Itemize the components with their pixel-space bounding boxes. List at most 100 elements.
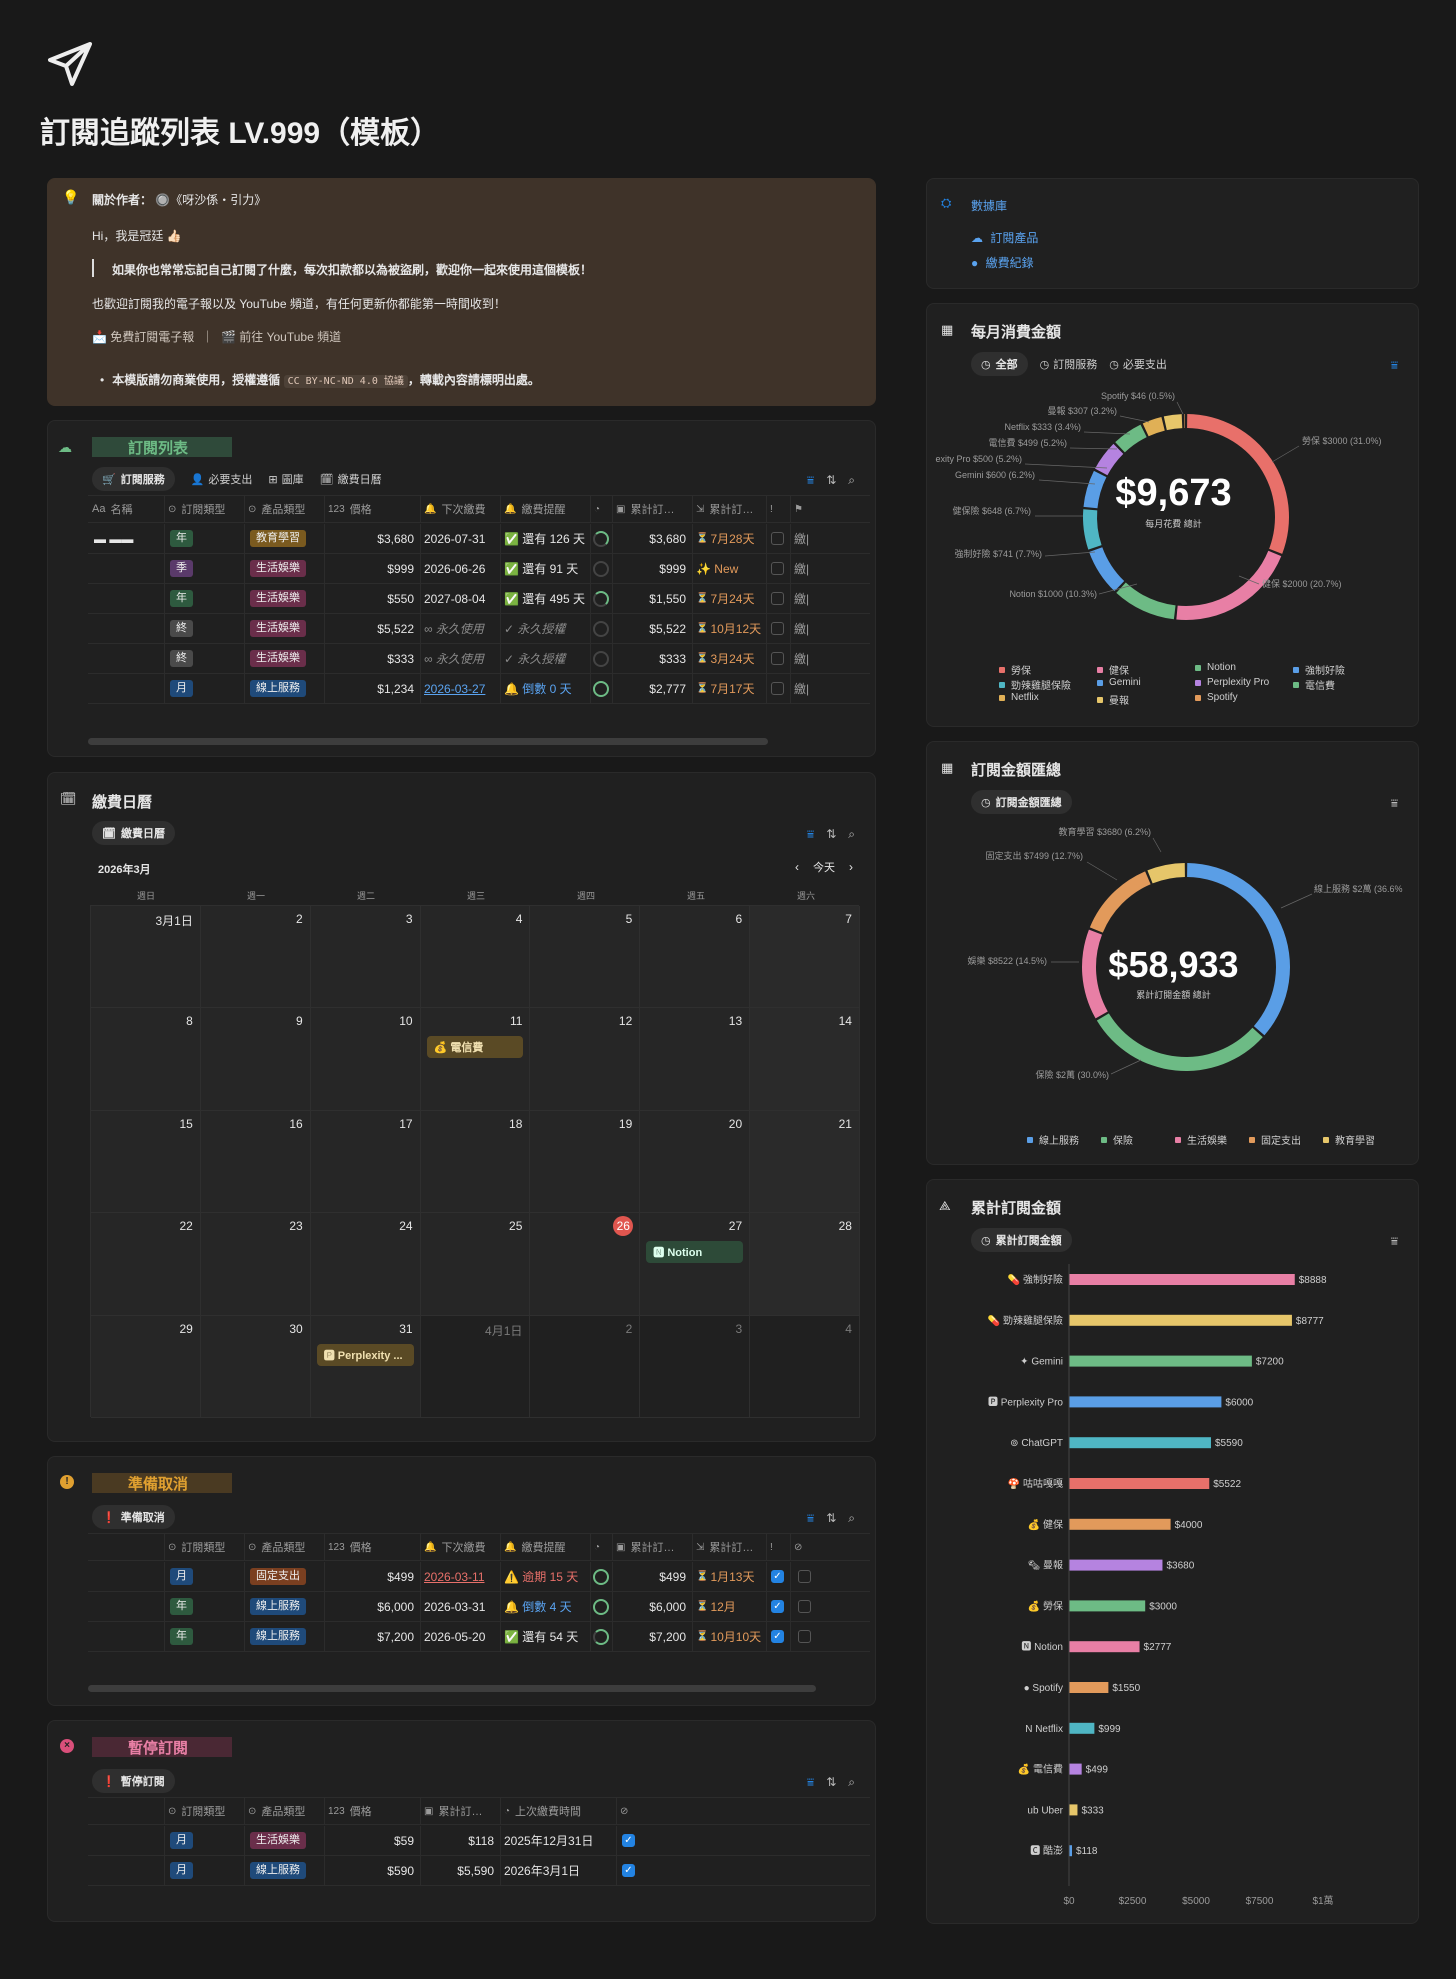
table-row[interactable]: 終 生活娛樂 $333 ∞ 永久使用 ✓ 永久授權 $333 ⏳ 3月24天 繳| <box>88 644 870 674</box>
column-header[interactable]: ⇲ 累計訂… <box>696 1541 754 1555</box>
column-header[interactable]: Aa 名稱 <box>92 503 133 516</box>
column-header[interactable]: 123 價格 <box>328 503 372 517</box>
column-header[interactable]: ⊘ <box>620 1805 629 1817</box>
tab-subscription[interactable]: ◷ 訂閱服務 <box>1039 358 1098 372</box>
calendar-day[interactable]: 24 <box>310 1213 421 1316</box>
checkbox-checked[interactable]: ✓ <box>771 1570 784 1583</box>
legend-item[interactable]: Gemini <box>1097 677 1141 688</box>
column-header[interactable]: 🔔 下次繳費 <box>424 503 486 517</box>
legend-item[interactable]: 固定支出 <box>1249 1132 1301 1147</box>
filter-icon[interactable]: ⩸ <box>1390 796 1398 810</box>
legend-item[interactable]: 教育學習 <box>1323 1132 1375 1147</box>
checkbox[interactable] <box>798 1600 811 1613</box>
calendar-day[interactable]: 2 <box>530 1315 641 1418</box>
database-link-payments[interactable]: 繳費紀錄 <box>985 256 1034 270</box>
calendar-day[interactable]: 22 <box>91 1213 201 1316</box>
newsletter-link[interactable]: 📩 免費訂閱電子報 <box>92 330 195 344</box>
column-header[interactable]: ⊙ 產品類型 <box>248 1805 306 1819</box>
legend-item[interactable]: Netflix <box>999 692 1039 703</box>
column-header[interactable]: 123 價格 <box>328 1805 372 1819</box>
legend-item[interactable]: 生活娛樂 <box>1175 1132 1227 1147</box>
checkbox-checked[interactable]: ✓ <box>622 1834 635 1847</box>
legend-item[interactable]: 勁辣雞腿保險 <box>999 677 1071 692</box>
column-header[interactable]: ⚑ <box>794 503 803 515</box>
checkbox[interactable] <box>771 562 784 575</box>
database-title[interactable]: 數據庫 <box>971 199 1008 213</box>
legend-item[interactable]: 勞保 <box>999 662 1031 677</box>
column-header[interactable]: ◔ <box>594 503 601 515</box>
horizontal-scrollbar[interactable] <box>88 1685 816 1692</box>
column-header[interactable]: ⊙ 產品類型 <box>248 503 306 517</box>
table-row[interactable]: 月 生活娛樂 $59 $118 2025年12月31日 ✓ <box>88 1826 870 1856</box>
calendar-day[interactable]: 27 🅽 Notion <box>640 1213 751 1316</box>
calendar-day[interactable]: 14 <box>750 1008 860 1111</box>
calendar-day[interactable]: 6 <box>640 906 751 1009</box>
column-header[interactable]: ◔ 上次繳費時間 <box>504 1805 582 1819</box>
column-header[interactable]: ◔ <box>594 1541 601 1553</box>
calendar-day[interactable]: 25 <box>420 1213 531 1316</box>
table-row[interactable]: 年 生活娛樂 $550 2027-08-04 ✅ 還有 495 天 $1,550 ⏳ 7月24… <box>88 584 870 614</box>
table-row[interactable]: 季 生活娛樂 $999 2026-06-26 ✅ 還有 91 天 $999 ✨ New 繳| <box>88 554 870 584</box>
tab-payment-calendar[interactable]: 🗓 繳費日曆 <box>319 473 382 487</box>
calendar-day[interactable]: 4 <box>420 906 531 1009</box>
column-header[interactable]: ▣ 累計訂… <box>616 1541 675 1555</box>
calendar-day[interactable]: 20 <box>640 1110 751 1214</box>
next-month-button[interactable]: › <box>849 860 853 874</box>
legend-item[interactable]: Notion <box>1195 662 1236 673</box>
tab-summary[interactable]: ◷ 訂閱金額匯總 <box>971 790 1072 814</box>
youtube-link[interactable]: 🎬 前往 YouTube 頻道 <box>220 330 342 344</box>
filter-icon[interactable]: ⩸ <box>806 473 815 487</box>
calendar-day[interactable]: 29 <box>91 1315 201 1418</box>
calendar-day[interactable]: 26 <box>530 1213 641 1316</box>
tab-accum[interactable]: ◷ 累計訂閱金額 <box>971 1228 1072 1252</box>
calendar-day[interactable]: 10 <box>310 1008 421 1111</box>
filter-icon[interactable]: ⩸ <box>806 827 815 841</box>
tab-necessary[interactable]: ◷ 必要支出 <box>1109 358 1167 372</box>
checkbox-checked[interactable]: ✓ <box>771 1630 784 1643</box>
calendar-day[interactable]: 30 <box>200 1315 311 1418</box>
calendar-day[interactable]: 9 <box>200 1008 311 1111</box>
tab-all[interactable]: ◷ 全部 <box>971 352 1028 376</box>
filter-icon[interactable]: ⩸ <box>1390 358 1398 372</box>
calendar-day[interactable]: 28 <box>750 1213 860 1316</box>
legend-item[interactable]: 強制好險 <box>1293 662 1345 677</box>
calendar-event[interactable]: 💰 電信費 <box>426 1036 524 1059</box>
checkbox[interactable] <box>771 592 784 605</box>
search-icon[interactable]: ⌕ <box>848 1775 855 1789</box>
tab-paused[interactable]: ❗ 暫停訂閱 <box>92 1769 175 1793</box>
checkbox[interactable] <box>771 622 784 635</box>
calendar-day[interactable]: 19 <box>530 1110 641 1214</box>
calendar-day[interactable]: 8 <box>91 1008 201 1111</box>
calendar-event[interactable]: 🅽 Notion <box>646 1241 744 1264</box>
legend-item[interactable]: 線上服務 <box>1027 1132 1079 1147</box>
tab-calendar[interactable]: 🗓 繳費日曆 <box>92 821 175 845</box>
filter-icon[interactable]: ⩸ <box>1390 1234 1398 1248</box>
tab-gallery[interactable]: ⊞ 圖庫 <box>268 473 304 487</box>
search-icon[interactable]: ⌕ <box>848 1511 855 1525</box>
filter-icon[interactable]: ⩸ <box>806 1511 815 1525</box>
column-header[interactable]: ⊙ 訂閱類型 <box>168 503 226 517</box>
prev-month-button[interactable]: ‹ <box>795 860 799 874</box>
checkbox[interactable] <box>798 1630 811 1643</box>
today-button[interactable]: 今天 <box>813 862 835 874</box>
calendar-day[interactable]: 21 <box>750 1110 860 1214</box>
checkbox[interactable] <box>771 652 784 665</box>
table-row[interactable]: 年 線上服務 $7,200 2026-05-20 ✅ 還有 54 天 $7,200 ⏳ 10月… <box>88 1622 870 1652</box>
calendar-day[interactable]: 3 <box>640 1315 751 1418</box>
calendar-day[interactable]: 13 <box>640 1008 751 1111</box>
column-header[interactable]: ⊙ 訂閱類型 <box>168 1541 226 1555</box>
calendar-day[interactable]: 23 <box>200 1213 311 1316</box>
calendar-day[interactable]: 16 <box>200 1110 311 1214</box>
checkbox[interactable] <box>771 532 784 545</box>
column-header[interactable]: ⇲ 累計訂… <box>696 503 754 517</box>
column-header[interactable]: ▣ 累計訂… <box>616 503 675 517</box>
checkbox[interactable] <box>771 682 784 695</box>
sort-icon[interactable]: ⇅ <box>826 827 837 841</box>
calendar-day[interactable]: 17 <box>310 1110 421 1214</box>
legend-item[interactable]: 曼報 <box>1097 692 1129 707</box>
checkbox[interactable] <box>798 1570 811 1583</box>
sort-icon[interactable]: ⇅ <box>826 1511 837 1525</box>
legend-item[interactable]: 保險 <box>1101 1132 1133 1147</box>
sort-icon[interactable]: ⇅ <box>826 473 837 487</box>
tab-ready-to-cancel[interactable]: ❗ 準備取消 <box>92 1505 175 1529</box>
